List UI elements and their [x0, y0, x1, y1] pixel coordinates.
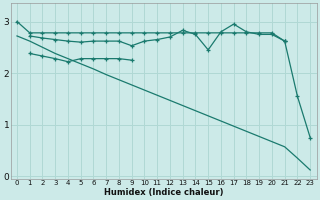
X-axis label: Humidex (Indice chaleur): Humidex (Indice chaleur) [104, 188, 223, 197]
